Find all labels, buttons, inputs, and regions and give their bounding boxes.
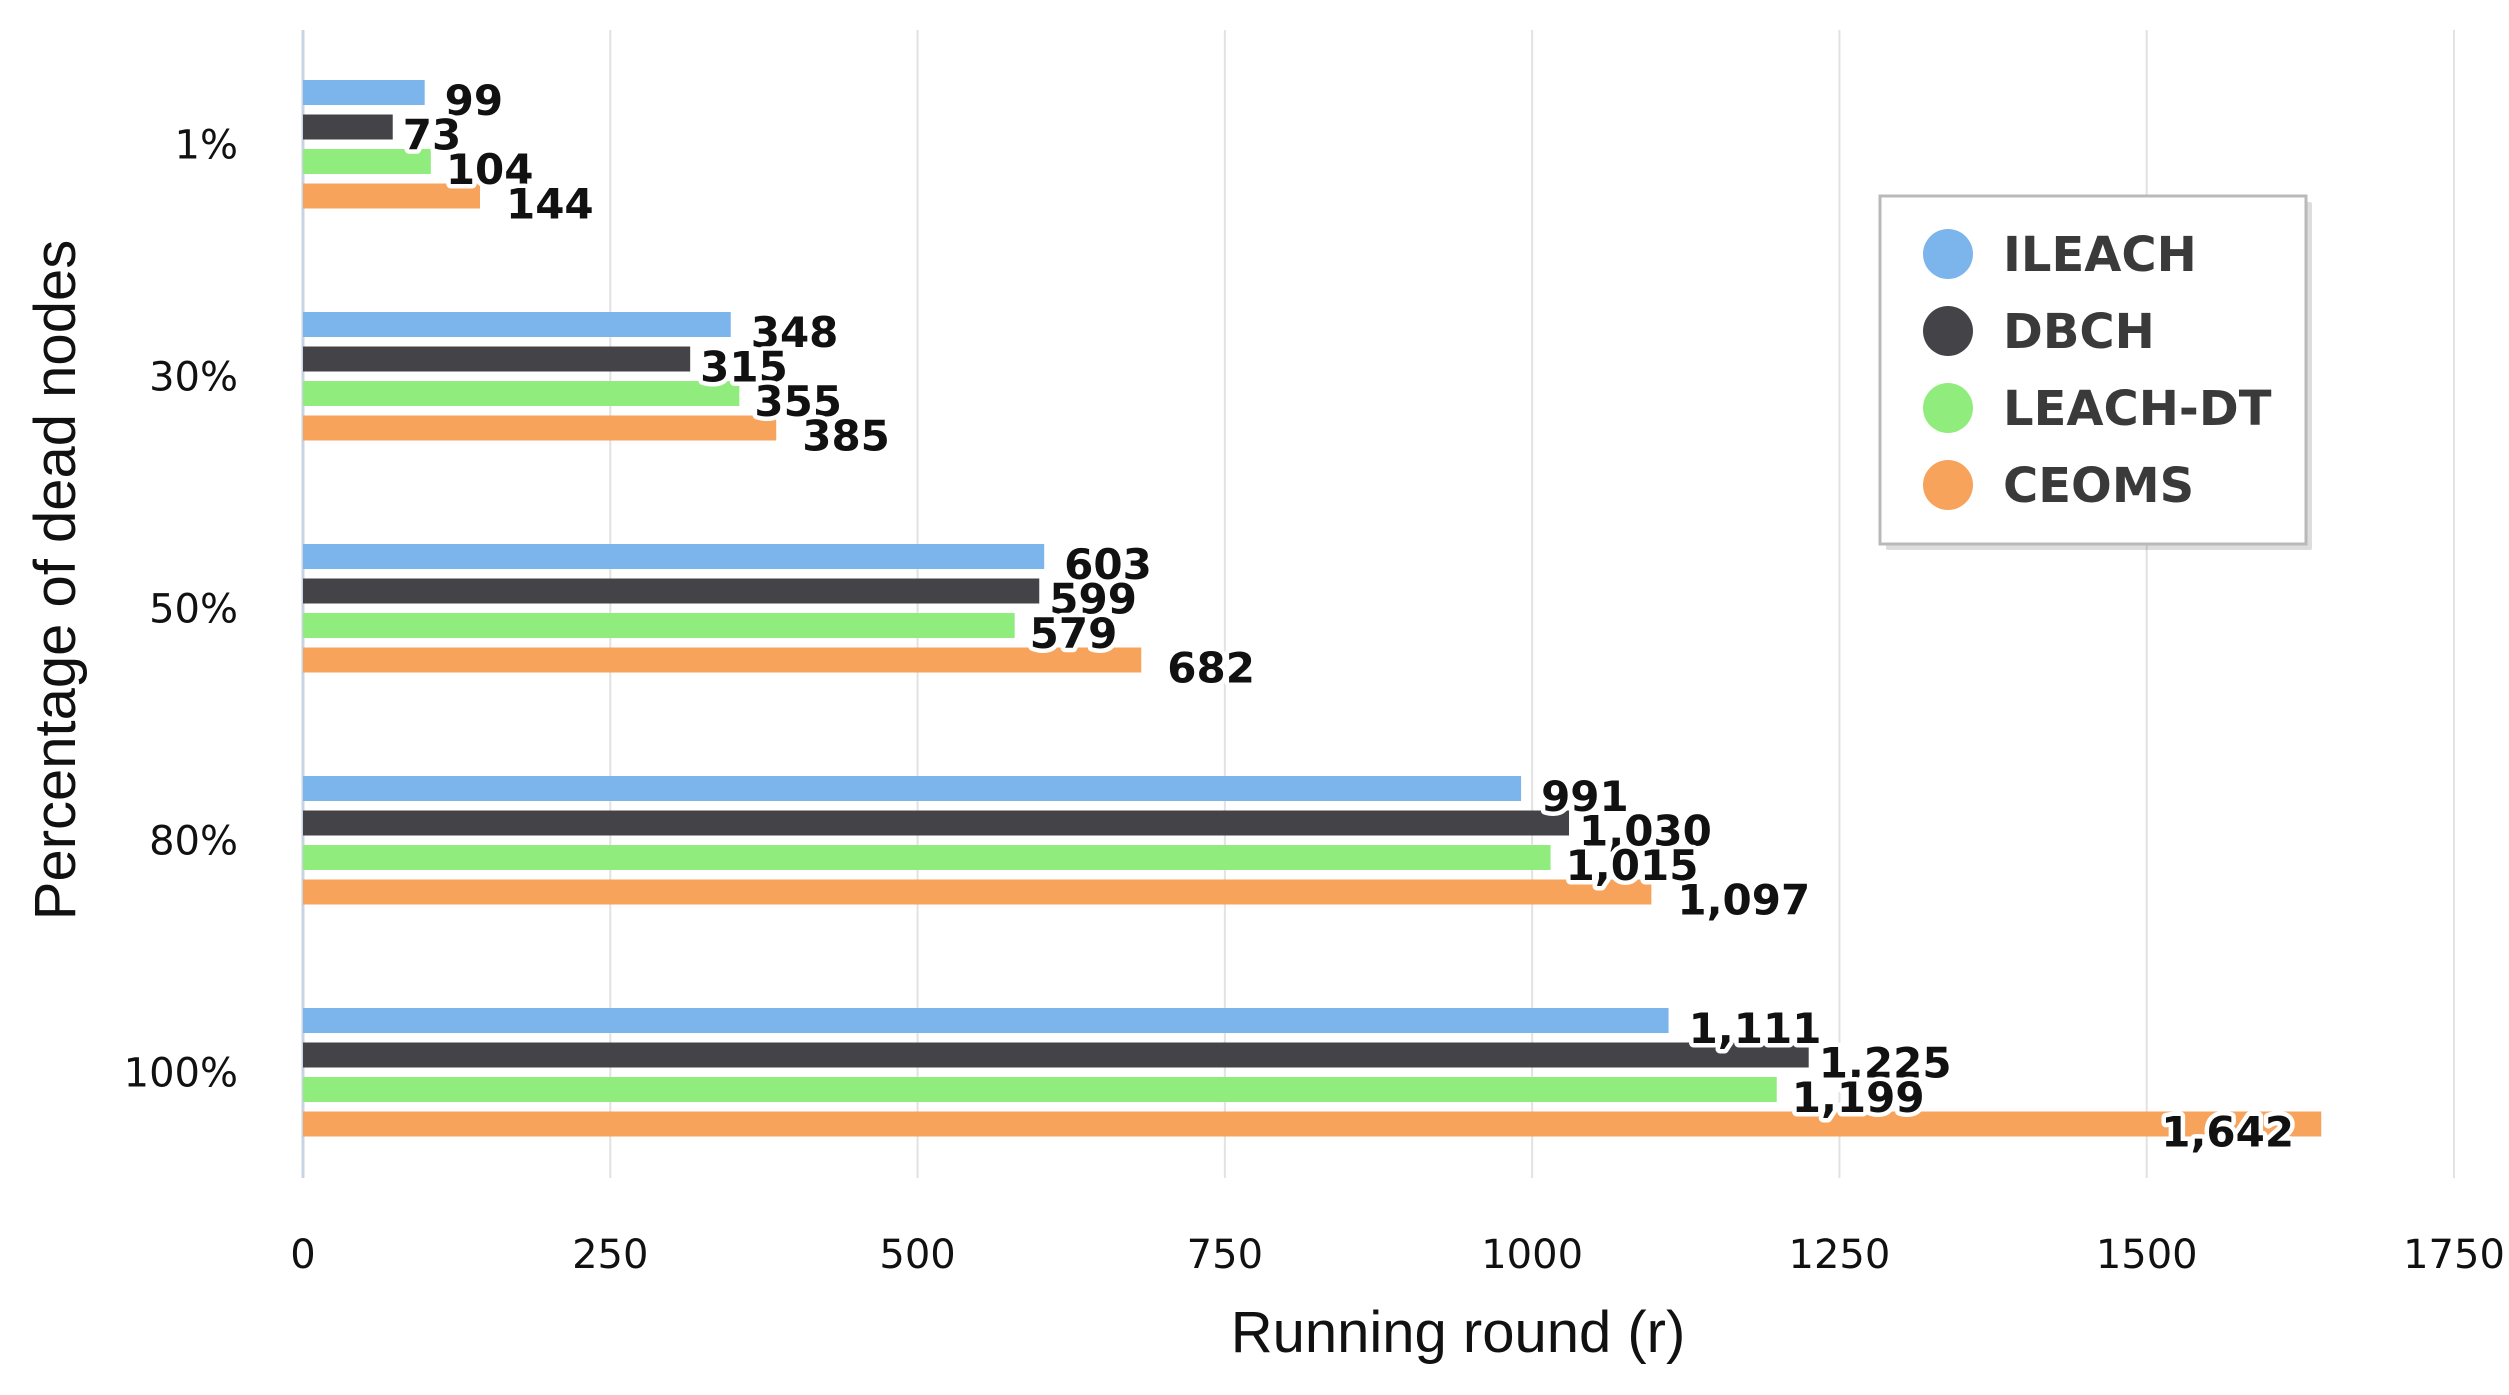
y-tick-label-80%: 80% (149, 818, 238, 864)
bar-leach-dt-100% (303, 1077, 1777, 1102)
bar-leach-dt-80% (303, 845, 1551, 870)
data-label-dbch-1%: 73 (403, 111, 461, 160)
x-tick-label: 750 (1187, 1232, 1263, 1278)
bars (303, 80, 2322, 1137)
bar-ceoms-100% (303, 1111, 2322, 1137)
bar-ileach-1% (303, 80, 425, 105)
legend: ILEACH DBCH LEACH-DT CEOMS (1878, 194, 2312, 550)
data-label-ceoms-50%: 682 (1167, 644, 1255, 693)
x-tick-label: 1750 (2403, 1232, 2505, 1278)
bar-leach-dt-50% (303, 613, 1015, 638)
data-label-ileach-1%: 99 (445, 76, 503, 125)
bar-ileach-80% (303, 776, 1522, 801)
data-label-leach-dt-80%: 1,015 (1566, 841, 1699, 890)
bar-dbch-1% (303, 114, 393, 140)
bar-ileach-100% (303, 1008, 1669, 1033)
bar-dbch-50% (303, 578, 1040, 604)
legend-marker-dbch (1923, 306, 1973, 356)
data-label-leach-dt-100%: 1,199 (1792, 1073, 1925, 1122)
legend-label-leach-dt: LEACH-DT (2003, 381, 2272, 437)
data-label-ceoms-30%: 385 (802, 412, 890, 461)
y-tick-label-1%: 1% (175, 122, 238, 168)
bar-ileach-30% (303, 312, 731, 337)
x-tick-label: 0 (290, 1232, 315, 1278)
bar-ceoms-1% (303, 183, 480, 209)
x-tick-label: 250 (572, 1232, 648, 1278)
legend-marker-leach-dt (1923, 383, 1973, 433)
data-label-leach-dt-30%: 355 (754, 377, 842, 426)
data-label-dbch-50%: 599 (1049, 575, 1137, 624)
legend-marker-ceoms (1923, 460, 1973, 510)
data-label-ileach-30%: 348 (751, 308, 839, 357)
bar-ceoms-80% (303, 879, 1652, 905)
y-axis-title: Percentage of dead nodes (23, 240, 88, 920)
y-tick-label-100%: 100% (124, 1050, 238, 1096)
data-label-dbch-100%: 1,225 (1819, 1039, 1952, 1088)
y-tick-label-50%: 50% (149, 586, 238, 632)
bar-ileach-50% (303, 544, 1045, 569)
legend-label-dbch: DBCH (2003, 304, 2155, 360)
x-tick-label: 1000 (1481, 1232, 1583, 1278)
bar-leach-dt-1% (303, 149, 431, 174)
y-tick-label-30%: 30% (149, 354, 238, 400)
legend-label-ileach: ILEACH (2003, 227, 2197, 283)
data-label-dbch-80%: 1,030 (1579, 807, 1712, 856)
bar-dbch-30% (303, 346, 691, 372)
data-label-ileach-100%: 1,111 (1689, 1004, 1822, 1053)
bar-dbch-100% (303, 1042, 1809, 1068)
data-labels: 99731041443483153553856035995796829911,0… (398, 72, 2298, 1162)
data-label-dbch-30%: 315 (700, 343, 788, 392)
data-label-ceoms-1%: 144 (506, 180, 594, 229)
bar-dbch-80% (303, 810, 1570, 836)
x-tick-label: 500 (879, 1232, 955, 1278)
bar-leach-dt-30% (303, 381, 740, 406)
legend-label-ceoms: CEOMS (2003, 458, 2194, 514)
x-tick-label: 1250 (1789, 1232, 1891, 1278)
data-label-leach-dt-50%: 579 (1030, 609, 1118, 658)
legend-marker-ileach (1923, 229, 1973, 279)
x-tick-label: 1500 (2096, 1232, 2198, 1278)
data-label-ileach-80%: 991 (1541, 772, 1629, 821)
data-label-leach-dt-1%: 104 (446, 145, 534, 194)
data-label-ceoms-100%: 1,642 (2161, 1108, 2294, 1157)
x-tick-labels: 0 250 500 750 1000 1250 1500 1750 (290, 1232, 2505, 1278)
bar-ceoms-50% (303, 647, 1142, 673)
y-tick-labels: 1% 30% 50% 80% 100% (124, 122, 238, 1096)
data-label-ileach-50%: 603 (1064, 540, 1152, 589)
data-label-ceoms-80%: 1,097 (1677, 876, 1810, 925)
bar-ceoms-30% (303, 415, 777, 441)
x-axis-title: Running round (r) (1231, 1300, 1686, 1365)
